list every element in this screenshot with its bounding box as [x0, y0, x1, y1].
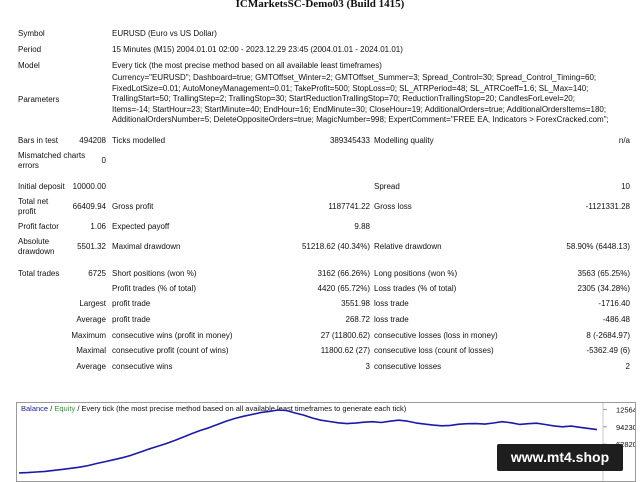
- expected-payoff-value: 9.88: [354, 222, 370, 231]
- loss-trades-value: 2305 (34.28%): [577, 284, 630, 293]
- profit-factor-value: 1.06: [90, 222, 106, 231]
- ticks-label: Ticks modelled: [112, 136, 166, 145]
- relative-drawdown-value: 58.90% (6448.13): [566, 242, 630, 251]
- deposit-value: 10000.00: [72, 182, 106, 191]
- maximal-consecutive-profit-label: consecutive profit (count of wins): [112, 346, 229, 355]
- period-label: Period: [18, 45, 42, 54]
- bars-value: 494208: [79, 136, 106, 145]
- bars-label: Bars in test: [18, 136, 59, 145]
- maximal-consecutive-profit-value: 11800.62 (27): [320, 346, 370, 355]
- maximum-label: Maximum: [71, 331, 106, 340]
- quality-value: n/a: [618, 136, 630, 145]
- gross-profit-value: 1187741.22: [328, 202, 370, 211]
- relative-drawdown-label: Relative drawdown: [374, 242, 442, 251]
- loss-trades-label: Loss trades (% of total): [374, 284, 457, 293]
- y-tick-label: 94230: [616, 423, 635, 432]
- short-positions-value: 3162 (66.26%): [317, 269, 370, 278]
- average-label: Average: [76, 315, 106, 324]
- maximal-consecutive-loss-value: -5362.49 (6): [586, 346, 630, 355]
- largest-loss-trade-label: loss trade: [374, 299, 409, 308]
- watermark-badge: www.mt4.shop: [497, 444, 623, 471]
- parameters-label: Parameters: [18, 95, 60, 104]
- max-consecutive-losses-label: consecutive losses (loss in money): [374, 331, 498, 340]
- report-title: ICMarketsSC-Demo03 (Build 1415): [235, 0, 405, 10]
- largest-profit-trade-label: profit trade: [112, 299, 151, 308]
- mismatched-label: Mismatched charts errors: [18, 151, 86, 170]
- y-tick-label: 62820: [616, 440, 635, 449]
- ticks-value: 389345433: [329, 136, 370, 145]
- maximal-consecutive-loss-label: consecutive loss (count of losses): [374, 346, 494, 355]
- maximal-drawdown-label: Maximal drawdown: [112, 242, 181, 251]
- model-value: Every tick (the most precise method base…: [112, 61, 382, 70]
- legend-separator: /: [48, 404, 55, 413]
- expected-payoff-label: Expected payoff: [112, 222, 170, 231]
- absolute-drawdown-value: 5501.32: [77, 242, 106, 251]
- largest-loss-trade-value: -1716.40: [598, 299, 630, 308]
- largest-profit-trade-value: 3551.98: [341, 299, 370, 308]
- mismatched-value: 0: [101, 156, 106, 165]
- legend-description: / Every tick (the most precise method ba…: [75, 404, 407, 413]
- series-line-balance: [18, 409, 598, 474]
- gross-loss-label: Gross loss: [374, 202, 412, 211]
- parameters-value: Currency="EURUSD"; Dashboard=true; GMTOf…: [112, 73, 609, 125]
- model-label: Model: [18, 61, 40, 70]
- symbol-value: EURUSD (Euro vs US Dollar): [112, 29, 217, 38]
- y-tick-label: 125641: [616, 405, 635, 414]
- total-trades-label: Total trades: [18, 269, 60, 278]
- average-profit-trade-value: 268.72: [345, 315, 370, 324]
- chart-legend: Balance / Equity / Every tick (the most …: [21, 404, 406, 413]
- average-profit-trade-label: profit trade: [112, 315, 151, 324]
- profit-trades-value: 4420 (65.72%): [317, 284, 370, 293]
- max-consecutive-wins-label: consecutive wins (profit in money): [112, 331, 233, 340]
- average-loss-trade-value: -486.48: [602, 315, 630, 324]
- short-positions-label: Short positions (won %): [112, 269, 197, 278]
- spread-label: Spread: [374, 182, 400, 191]
- max-consecutive-wins-value: 27 (11800.62): [320, 331, 370, 340]
- max-consecutive-losses-value: 8 (-2684.97): [586, 331, 630, 340]
- long-positions-label: Long positions (won %): [374, 269, 458, 278]
- net-profit-label: Total net profit: [18, 197, 49, 216]
- average-loss-trade-label: loss trade: [374, 315, 409, 324]
- quality-label: Modelling quality: [374, 136, 434, 145]
- maximal-label: Maximal: [76, 346, 106, 355]
- total-trades-value: 6725: [88, 269, 106, 278]
- average-consecutive-wins-value: 3: [365, 362, 370, 371]
- average-consecutive-losses-value: 2: [625, 362, 630, 371]
- legend-balance: Balance: [21, 404, 49, 413]
- deposit-label: Initial deposit: [18, 182, 65, 191]
- spread-value: 10: [621, 182, 630, 191]
- maximal-drawdown-value: 51218.62 (40.34%): [301, 242, 370, 251]
- profit-trades-label: Profit trades (% of total): [112, 284, 197, 293]
- profit-factor-label: Profit factor: [18, 222, 59, 231]
- largest-label: Largest: [79, 299, 106, 308]
- absolute-drawdown-label: Absolute drawdown: [18, 237, 55, 256]
- symbol-label: Symbol: [18, 29, 45, 38]
- legend-equity: Equity: [54, 404, 76, 413]
- average-consecutive-label: Average: [76, 362, 106, 371]
- gross-profit-label: Gross profit: [112, 202, 154, 211]
- net-profit-value: 66409.94: [72, 202, 106, 211]
- average-consecutive-losses-label: consecutive losses: [374, 362, 442, 371]
- gross-loss-value: -1121331.28: [585, 202, 630, 211]
- period-value: 15 Minutes (M15) 2004.01.01 02:00 - 2023…: [112, 45, 403, 54]
- long-positions-value: 3563 (65.25%): [577, 269, 630, 278]
- average-consecutive-wins-label: consecutive wins: [112, 362, 173, 371]
